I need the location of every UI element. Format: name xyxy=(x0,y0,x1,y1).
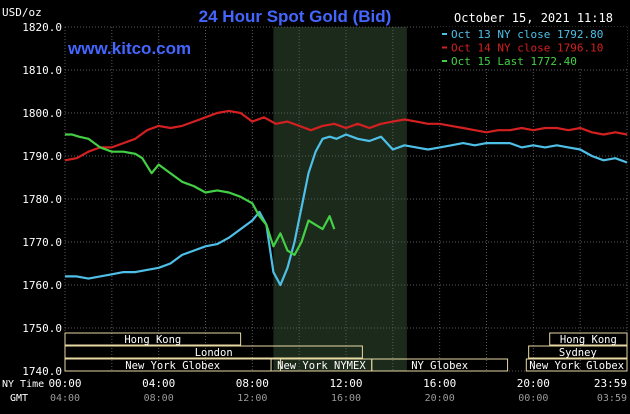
currency-label: USD/oz xyxy=(2,6,42,19)
session-band xyxy=(64,345,363,359)
x-tick-ny: 04:00 xyxy=(142,377,175,390)
y-tick-label: 1810.0 xyxy=(22,64,62,77)
y-tick-label: 1780.0 xyxy=(22,193,62,206)
nymex-highlight-region xyxy=(273,27,407,371)
legend-entry: Oct 13 NY close 1792.80 xyxy=(451,28,603,41)
session-label: New York NYMEX xyxy=(277,360,366,372)
y-tick-label: 1750.0 xyxy=(22,322,62,335)
session-band xyxy=(549,332,628,346)
session-label: Hong Kong xyxy=(560,334,617,346)
y-tick-label: 1800.0 xyxy=(22,107,62,120)
session-label: London xyxy=(195,347,233,359)
x-tick-gmt: 00:00 xyxy=(518,393,548,404)
series-line-2 xyxy=(64,109,628,162)
x-tick-ny: 12:00 xyxy=(329,377,362,390)
session-band xyxy=(525,358,628,372)
x-tick-ny: 00:00 xyxy=(48,377,81,390)
session-label: Hong Kong xyxy=(124,334,181,346)
y-tick-label: 1740.0 xyxy=(22,365,62,378)
session-label: New York Globex xyxy=(125,360,220,372)
session-band xyxy=(371,358,509,372)
gmt-axis-label: GMT xyxy=(10,393,28,404)
chart-title: 24 Hour Spot Gold (Bid) xyxy=(199,7,392,26)
x-tick-ny: 20:00 xyxy=(517,377,550,390)
y-tick-label: 1770.0 xyxy=(22,236,62,249)
y-tick-label: 1790.0 xyxy=(22,150,62,163)
x-tick-gmt: 08:00 xyxy=(144,393,174,404)
x-tick-gmt: 16:00 xyxy=(331,393,361,404)
y-tick-label: 1760.0 xyxy=(22,279,62,292)
x-tick-gmt: 04:00 xyxy=(50,393,80,404)
y-tick-label: 1820.0 xyxy=(22,21,62,34)
legend-entry: Oct 14 NY close 1796.10 xyxy=(451,42,603,55)
legend-entry: Oct 15 Last 1772.40 xyxy=(451,55,577,68)
x-tick-gmt: 20:00 xyxy=(425,393,455,404)
x-tick-gmt: 03:59 xyxy=(597,393,627,404)
session-band xyxy=(64,332,242,346)
x-tick-ny: 16:00 xyxy=(423,377,456,390)
session-band xyxy=(528,345,628,359)
series-line-1 xyxy=(65,133,628,287)
session-label: Sydney xyxy=(559,347,597,359)
session-band xyxy=(64,358,281,372)
x-tick-gmt: 12:00 xyxy=(237,393,267,404)
ny-time-axis-label: NY Time xyxy=(2,379,44,390)
legend-box xyxy=(438,27,627,67)
website-label: www.kitco.com xyxy=(67,39,191,58)
session-label: NY Globex xyxy=(411,360,468,372)
x-tick-ny: 23:59 xyxy=(594,377,627,390)
x-tick-ny: 08:00 xyxy=(236,377,269,390)
session-label: New York Globex xyxy=(529,360,624,372)
series-line-3 xyxy=(65,133,336,256)
timestamp: October 15, 2021 11:18 xyxy=(454,11,613,25)
